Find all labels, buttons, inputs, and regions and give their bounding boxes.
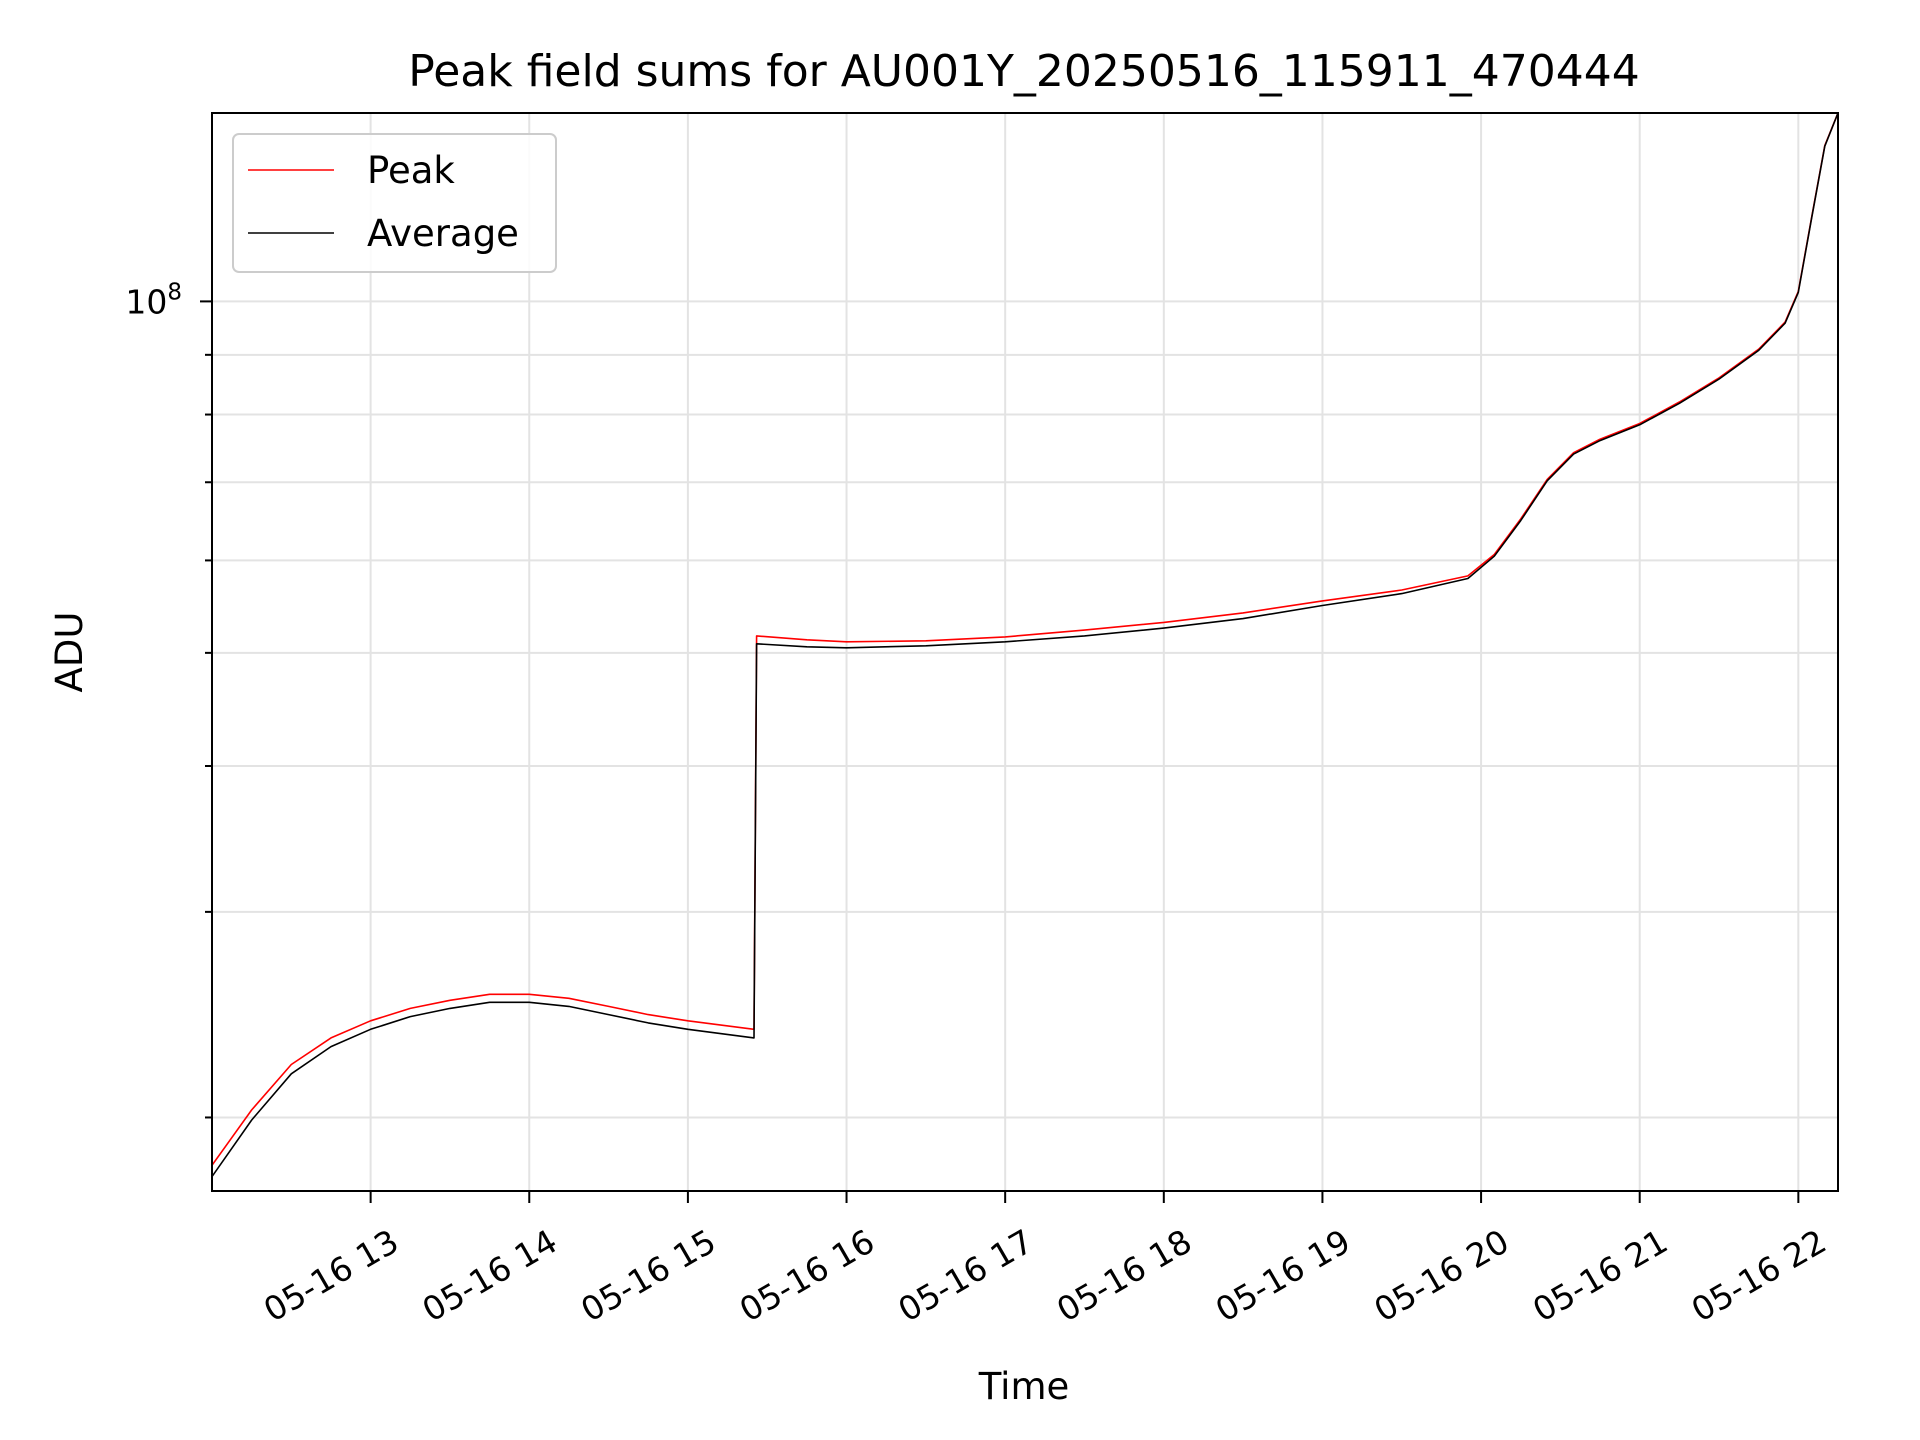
legend: Peak Average bbox=[232, 133, 557, 273]
series-line-peak bbox=[212, 113, 1838, 1166]
y-axis-title: ADU bbox=[48, 612, 91, 693]
y-axis: 108 bbox=[125, 279, 212, 1119]
y-tick-label: 108 bbox=[125, 279, 182, 321]
series-layer bbox=[212, 113, 1838, 1178]
series-line-average bbox=[212, 113, 1838, 1178]
legend-label-average: Average bbox=[367, 212, 519, 255]
legend-box bbox=[232, 133, 557, 273]
legend-label-peak: Peak bbox=[367, 149, 455, 192]
x-axis-title: Time bbox=[978, 1365, 1070, 1408]
chart-title: Peak field sums for AU001Y_20250516_1159… bbox=[408, 46, 1640, 97]
gridlines bbox=[212, 113, 1838, 1191]
